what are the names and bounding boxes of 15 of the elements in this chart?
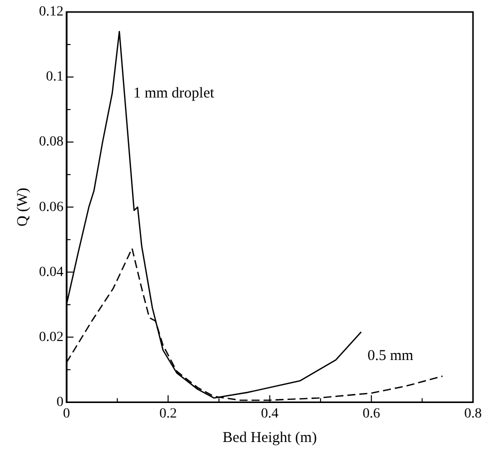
series-label: 0.5 mm [368,348,414,364]
series-label: 1 mm droplet [133,85,215,102]
x-tick-label: 0.4 [261,406,278,422]
y-tick-label: 0.08 [39,134,64,150]
y-tick-label: 0 [56,394,64,410]
x-tick-label: 0.6 [362,406,380,422]
x-tick-label: 0.8 [464,406,482,422]
x-tick-label: 0.2 [159,406,177,422]
y-axis-title: Q (W) [14,188,31,226]
y-tick-label: 0.1 [46,70,64,85]
y-tick-label: 0.12 [39,4,64,20]
y-tick-label: 0.06 [39,200,64,215]
x-axis-title: Bed Height (m) [222,430,317,446]
y-tick-label: 0.02 [39,330,64,345]
y-tick-label: 0.04 [39,264,64,280]
